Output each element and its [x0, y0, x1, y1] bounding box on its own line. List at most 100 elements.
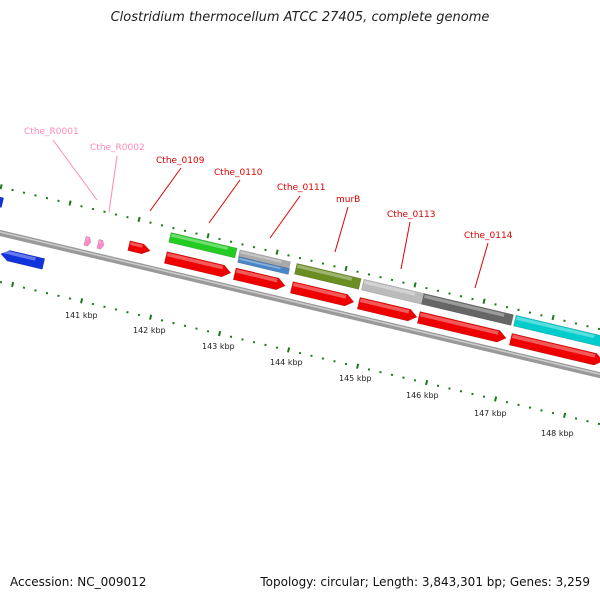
inner-tick — [172, 321, 175, 325]
outer-tick — [68, 200, 72, 206]
feature-tracks — [0, 196, 600, 366]
outer-tick — [34, 194, 37, 197]
outer-tick — [57, 199, 60, 203]
inner-tick — [34, 289, 37, 292]
backbone-line — [0, 229, 600, 379]
inner-tick — [91, 302, 95, 306]
cds-arrow-reverse — [0, 196, 5, 208]
inner-tick — [80, 298, 84, 304]
kbp-label: 142 kbp — [133, 326, 166, 335]
outer-tick — [333, 265, 336, 268]
inner-tick — [160, 319, 164, 322]
inner-tick — [264, 343, 267, 347]
outer-tick — [425, 286, 428, 290]
inner-tick — [310, 354, 313, 358]
cds-arrow — [416, 311, 507, 343]
outer-tick — [195, 232, 198, 235]
outer-tick — [310, 259, 313, 263]
inner-tick — [252, 340, 256, 344]
gene-leader-line — [208, 179, 241, 224]
outer-tick — [287, 254, 290, 257]
cds-arrow — [127, 240, 151, 255]
outer-tick — [45, 196, 49, 200]
outer-tick — [80, 205, 83, 208]
inner-tick — [22, 286, 26, 289]
outer-tick — [413, 282, 417, 288]
gene-leader-line — [149, 167, 182, 212]
inner-tick — [126, 311, 129, 314]
outer-tick — [264, 248, 267, 252]
gene-label: Cthe_0110 — [214, 168, 263, 178]
outer-tick — [586, 325, 589, 328]
inner-tick — [402, 376, 405, 379]
inner-tick — [459, 390, 463, 393]
outer-tick — [206, 233, 210, 239]
outer-tick — [172, 226, 175, 230]
inner-tick — [390, 373, 394, 377]
inner-tick — [114, 308, 118, 311]
inner-tick — [563, 412, 567, 418]
outer-tick — [574, 322, 578, 325]
inner-tick — [218, 330, 222, 337]
inner-tick — [356, 363, 360, 369]
inner-tick — [574, 417, 578, 420]
category-block — [237, 256, 290, 275]
topology-summary: Topology: circular; Length: 3,843,301 bp… — [260, 575, 590, 589]
outer-tick — [390, 278, 394, 282]
outer-tick — [344, 265, 348, 272]
gene-label: Cthe_0111 — [277, 183, 325, 193]
outer-tick — [402, 281, 405, 284]
trna-feature — [96, 239, 105, 250]
outer-tick — [11, 188, 14, 192]
gene-leader-line — [108, 155, 118, 213]
outer-tick — [160, 224, 164, 227]
outer-tick-row — [0, 184, 600, 331]
inner-tick — [471, 392, 474, 396]
outer-tick — [218, 237, 221, 241]
inner-tick — [287, 347, 291, 353]
kbp-label: 144 kbp — [270, 358, 303, 367]
outer-tick — [471, 297, 474, 301]
outer-tick — [137, 216, 141, 223]
gene-label: Cthe_0113 — [387, 210, 435, 220]
accession-text: Accession: NC_009012 — [10, 575, 147, 589]
outer-tick — [149, 221, 152, 224]
gene-leader-line — [334, 206, 349, 253]
inner-tick — [137, 313, 141, 317]
trna-feature — [83, 236, 92, 247]
outer-tick — [114, 213, 118, 216]
inner-tick — [57, 294, 60, 298]
outer-tick — [517, 308, 520, 312]
genome-backbone — [0, 229, 600, 379]
cds-arrow-reverse — [0, 249, 46, 270]
inner-tick — [45, 291, 49, 295]
inner-tick — [298, 351, 302, 355]
gene-label: Cthe_R0002 — [90, 143, 145, 153]
outer-tick — [298, 256, 302, 260]
category-block — [168, 232, 238, 259]
inner-tick — [425, 379, 429, 386]
inner-tick — [103, 305, 106, 308]
inner-tick — [505, 400, 509, 404]
gene-labels: Cthe_R0001 Cthe_R0002 Cthe_0109 Cthe_0110 Ct… — [24, 127, 513, 289]
backbone-highlight — [0, 231, 600, 375]
outer-tick — [551, 314, 555, 321]
inner-tick — [551, 411, 555, 415]
inner-tick — [206, 330, 210, 333]
outer-tick — [448, 292, 451, 295]
inner-tick — [0, 281, 3, 284]
outer-tick — [356, 270, 359, 273]
cds-arrow — [289, 281, 355, 307]
outer-tick — [505, 305, 509, 309]
gene-label: Cthe_0109 — [156, 156, 205, 166]
kbp-label: 145 kbp — [339, 374, 372, 383]
outer-tick — [275, 249, 279, 255]
inner-tick — [321, 357, 325, 360]
kbp-labels: 141 kbp 142 kbp 143 kbp 144 kbp 145 kbp 146 k… — [65, 311, 574, 438]
inner-tick — [195, 327, 198, 330]
inner-tick — [68, 297, 72, 300]
outer-tick — [482, 298, 486, 304]
inner-tick — [436, 384, 440, 388]
inner-tick — [344, 362, 348, 366]
